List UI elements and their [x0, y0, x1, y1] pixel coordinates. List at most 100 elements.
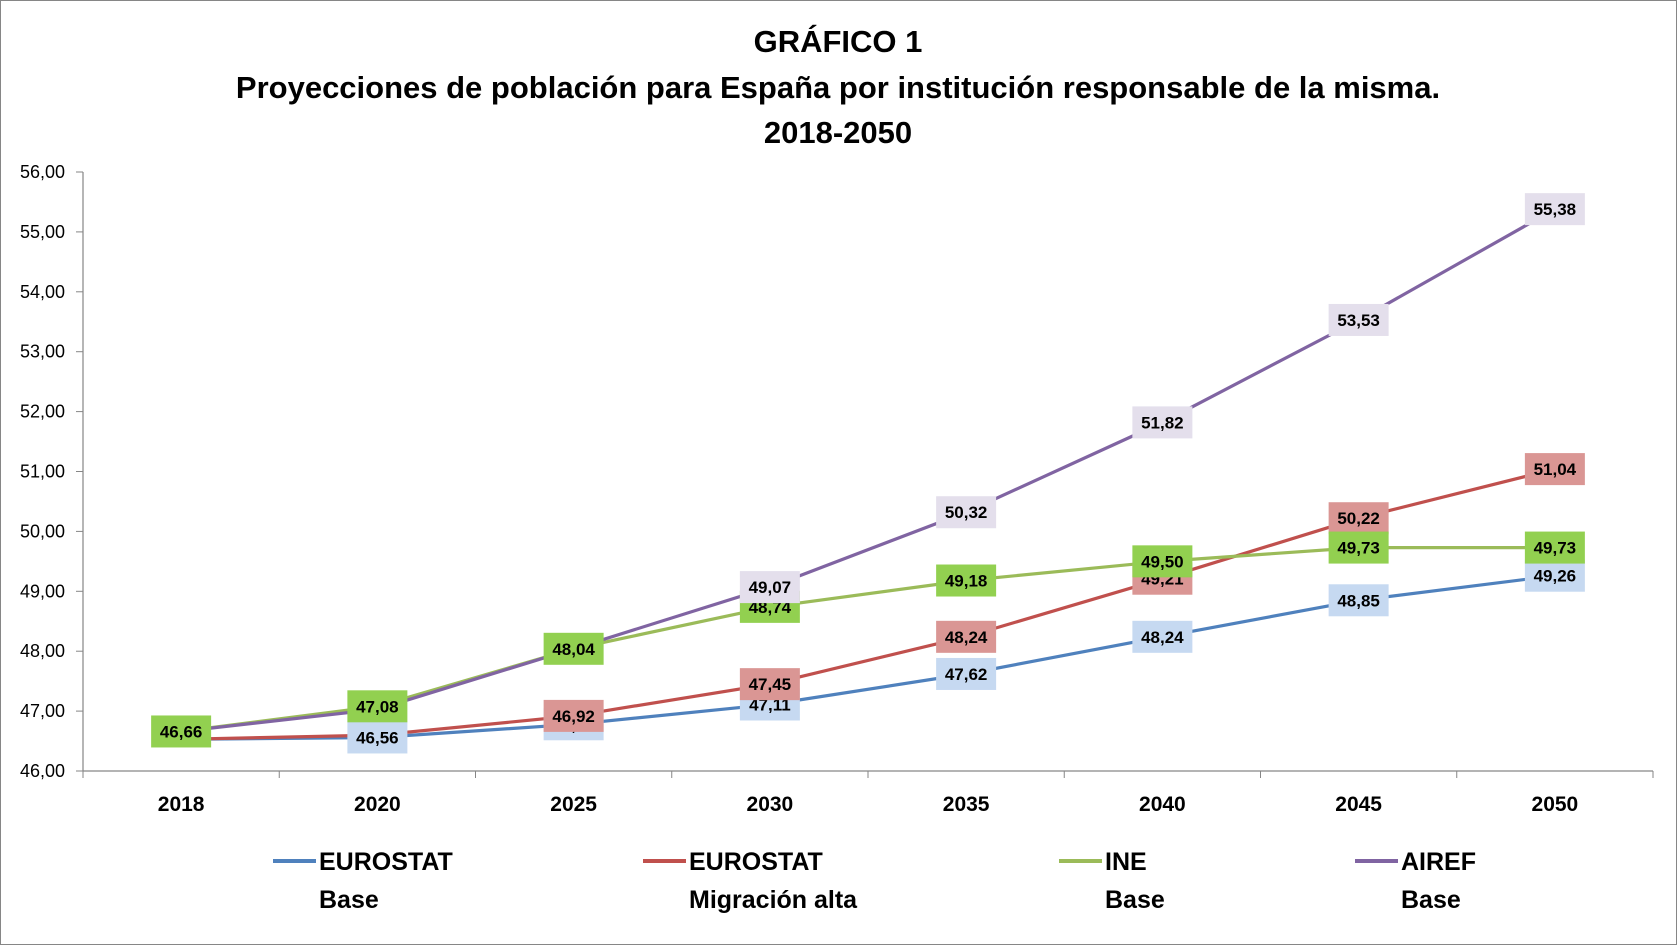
- data-label-box: [1524, 453, 1585, 486]
- data-label-ine_base: 49,73: [1524, 531, 1585, 564]
- data-label-box: [739, 668, 800, 701]
- data-label-ine_base: 48,04: [543, 632, 604, 665]
- data-label-eurostat_base: 48,24: [1132, 620, 1193, 653]
- chart-title-line-1: GRÁFICO 1: [754, 24, 923, 59]
- legend-item-airef_base: AIREF Base: [1355, 848, 1476, 914]
- data-label-eurostat_migracion_alta: 48,24: [936, 620, 997, 653]
- x-tick-label: 2018: [158, 793, 205, 816]
- data-label-text: 46,66: [160, 722, 203, 741]
- data-labels: 46,5646,7847,1147,6248,2448,8549,2646,92…: [151, 193, 1585, 754]
- legend-label: EUROSTAT: [689, 848, 823, 876]
- data-label-box: [347, 690, 408, 723]
- data-label-text: 51,04: [1534, 460, 1577, 479]
- y-axis-ticks: 46,00 47,00 48,00 49,00 50,00 51,00 52,00 53,00…: [20, 162, 83, 781]
- data-label-eurostat_base: 47,62: [936, 657, 997, 690]
- data-label-box: [1328, 303, 1389, 336]
- data-label-text: 46,92: [552, 707, 595, 726]
- data-label-text: 50,22: [1337, 509, 1380, 528]
- data-label-box: [1524, 531, 1585, 564]
- data-label-box: [1328, 531, 1389, 564]
- data-label-box: [543, 699, 604, 732]
- data-label-box: [1524, 193, 1585, 226]
- data-label-text: 55,38: [1534, 200, 1577, 219]
- data-label-box: [1132, 406, 1193, 439]
- data-label-text: 46,56: [356, 728, 399, 747]
- data-label-box: [1328, 502, 1389, 535]
- data-label-text: 53,53: [1337, 311, 1380, 330]
- data-label-text: 49,26: [1534, 567, 1577, 586]
- data-label-box: [543, 632, 604, 665]
- legend-label: Base: [1105, 886, 1165, 914]
- data-label-airef_base: 49,07: [739, 571, 800, 604]
- data-label-text: 47,11: [749, 696, 791, 715]
- data-label-text: 47,62: [945, 665, 988, 684]
- data-label-text: 49,73: [1337, 539, 1380, 558]
- data-label-text: 49,50: [1141, 552, 1184, 571]
- data-label-text: 51,82: [1141, 413, 1184, 432]
- data-label-text: 47,08: [356, 697, 399, 716]
- data-label-text: 50,32: [945, 503, 988, 522]
- data-label-ine_base: 49,18: [936, 564, 997, 597]
- legend-label: Base: [1401, 886, 1461, 914]
- data-label-box: [1132, 545, 1193, 578]
- y-tick-label: 55,00: [20, 222, 65, 242]
- legend: EUROSTAT Base EUROSTAT Migración alta INE Bas…: [273, 848, 1476, 914]
- chart-title: GRÁFICO 1 Proyecciones de población para…: [236, 24, 1440, 150]
- data-label-text: 49,73: [1534, 539, 1577, 558]
- legend-label: AIREF: [1401, 848, 1476, 876]
- data-label-box: [1524, 559, 1585, 592]
- data-label-text: 48,24: [1141, 628, 1184, 647]
- y-tick-label: 53,00: [20, 342, 65, 362]
- y-tick-label: 56,00: [20, 162, 65, 182]
- data-label-box: [347, 721, 408, 754]
- data-label-text: 48,24: [945, 628, 988, 647]
- series-line-eurostat_migracion_alta: [179, 467, 1557, 741]
- y-tick-label: 52,00: [20, 402, 65, 422]
- legend-label: EUROSTAT: [319, 848, 453, 876]
- data-label-ine_base: 49,50: [1132, 545, 1193, 578]
- data-label-eurostat_migracion_alta: 50,22: [1328, 502, 1389, 535]
- data-label-eurostat_base: 48,85: [1328, 584, 1389, 617]
- chart-title-line-2: Proyecciones de población para España po…: [236, 70, 1440, 105]
- legend-item-ine_base: INE Base: [1059, 848, 1165, 914]
- x-tick-label: 2045: [1335, 793, 1382, 816]
- chart-axes: [82, 172, 1653, 772]
- data-label-airef_base: 51,82: [1132, 406, 1193, 439]
- series-lines: [179, 207, 1557, 741]
- data-label-eurostat_migracion_alta: 47,45: [739, 668, 800, 701]
- data-label-box: [1132, 620, 1193, 653]
- x-tick-label: 2025: [550, 793, 597, 816]
- data-label-text: 48,85: [1337, 591, 1380, 610]
- y-tick-label: 50,00: [20, 521, 65, 541]
- x-tick-label: 2040: [1139, 793, 1186, 816]
- legend-label: Base: [319, 886, 379, 914]
- data-label-eurostat_base: 49,26: [1524, 559, 1585, 592]
- data-label-box: [739, 571, 800, 604]
- data-label-eurostat_base: 46,56: [347, 721, 408, 754]
- data-label-eurostat_migracion_alta: 46,92: [543, 699, 604, 732]
- legend-label: Migración alta: [689, 886, 858, 914]
- data-label-box: [936, 564, 997, 597]
- legend-item-eurostat_base: EUROSTAT Base: [273, 848, 453, 914]
- legend-label: INE: [1105, 848, 1147, 876]
- data-label-airef_base: 55,38: [1524, 193, 1585, 226]
- y-tick-label: 46,00: [20, 761, 65, 781]
- series-line-airef_base: [179, 207, 1557, 734]
- x-tick-label: 2050: [1532, 793, 1579, 816]
- data-label-airef_base: 53,53: [1328, 303, 1389, 336]
- y-tick-label: 47,00: [20, 701, 65, 721]
- data-label-ine_base: 47,08: [347, 690, 408, 723]
- x-tick-label: 2030: [747, 793, 794, 816]
- data-label-ine_base: 49,73: [1328, 531, 1389, 564]
- x-tick-label: 2035: [943, 793, 990, 816]
- x-tick-label: 2020: [354, 793, 401, 816]
- data-label-text: 48,04: [552, 640, 595, 659]
- chart-title-line-3: 2018-2050: [764, 115, 912, 150]
- data-label-box: [151, 715, 212, 748]
- series-line-eurostat_base: [179, 574, 1557, 741]
- data-label-box: [1328, 584, 1389, 617]
- data-label-ine_base: 46,66: [151, 715, 212, 748]
- x-axis-ticks: 2018 2020 2025 2030 2035 2040 2045 2050: [82, 771, 1654, 816]
